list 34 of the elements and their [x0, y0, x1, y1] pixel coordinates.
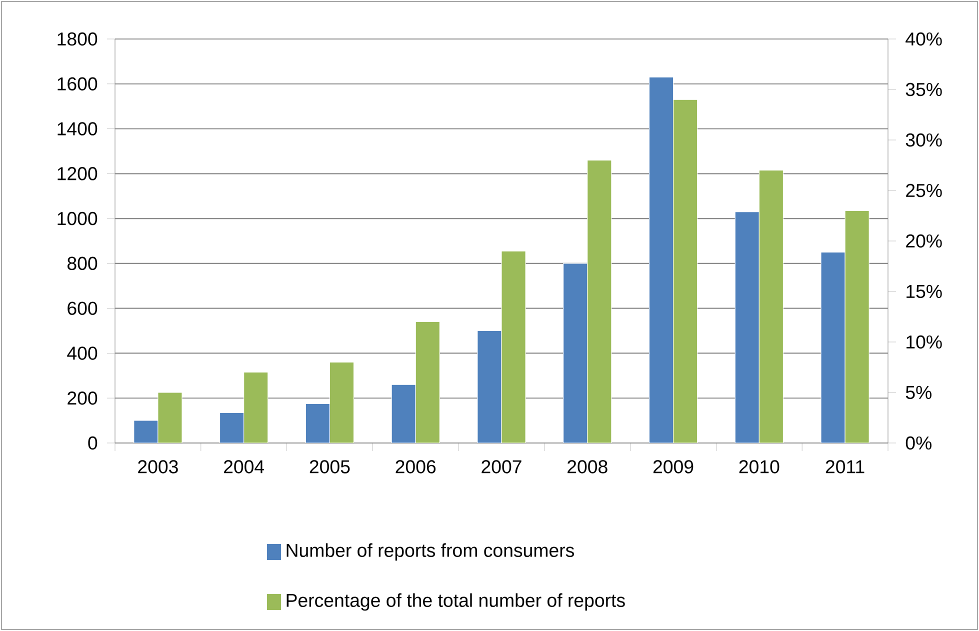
y-tick-label: 1800 — [58, 32, 98, 46]
legend-label: Number of reports from consumers — [286, 543, 574, 561]
y-tick-label: 1000 — [58, 212, 98, 226]
y-tick-label: 800 — [68, 256, 98, 270]
x-tick-label: 2009 — [653, 460, 694, 474]
y2-tick-label: 40% — [906, 32, 942, 46]
y2-tick-label: 15% — [906, 284, 942, 298]
y-tick-label: 1600 — [58, 77, 98, 90]
y2-tick-label: 25% — [906, 184, 942, 198]
y-tick-label: 400 — [67, 346, 98, 360]
y-tick-label: 600 — [68, 302, 98, 315]
y-tick-label: 0 — [88, 436, 98, 450]
x-tick-label: 2005 — [310, 460, 350, 474]
y-tick-label: 1400 — [58, 122, 98, 136]
bar — [244, 372, 268, 443]
bar — [329, 362, 354, 443]
x-tick-label: 2008 — [568, 460, 608, 474]
y2-tick-label: 20% — [906, 234, 942, 248]
x-tick-label: 2004 — [224, 460, 264, 474]
x-tick-label: 2003 — [138, 460, 178, 474]
y2-tick-label: 0% — [906, 436, 932, 450]
bar — [415, 322, 440, 443]
x-tick-label: 2010 — [739, 460, 780, 474]
y2-tick-label: 10% — [906, 335, 942, 349]
y2-tick-label: 5% — [906, 386, 932, 400]
x-tick-label: 2006 — [396, 460, 436, 474]
y-tick-label: 200 — [68, 391, 98, 405]
bar — [158, 392, 182, 443]
x-tick-label: 2011 — [826, 460, 864, 474]
x-tick-label: 2007 — [482, 460, 522, 474]
y2-tick-label: 30% — [906, 133, 942, 147]
y-tick-label: 1200 — [58, 167, 98, 180]
legend-label: Percentage of the total number of reports — [286, 593, 625, 611]
y2-tick-label: 35% — [906, 82, 942, 96]
